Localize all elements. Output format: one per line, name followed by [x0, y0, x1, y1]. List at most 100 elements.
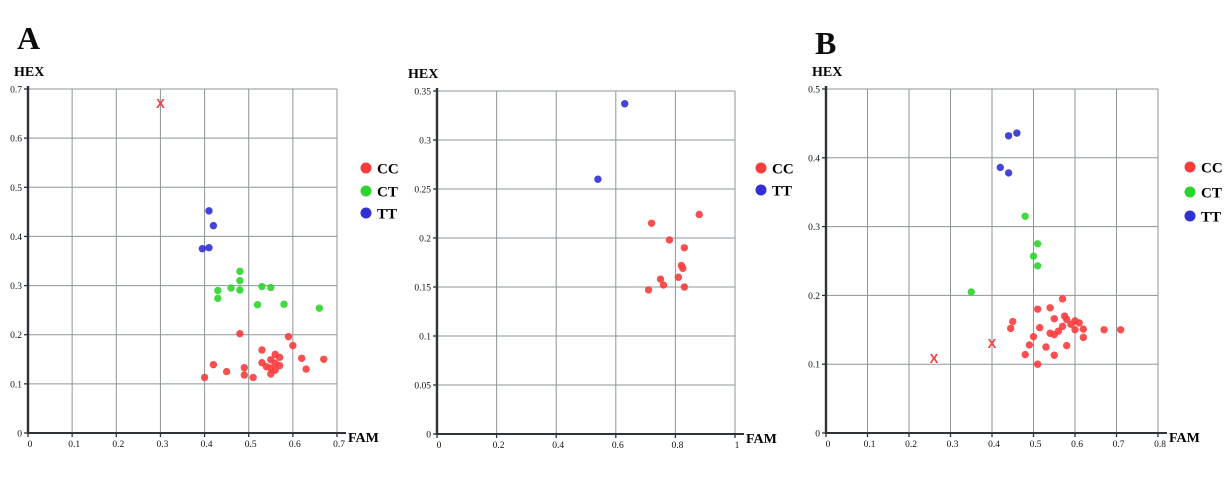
data-point-CC	[1050, 351, 1058, 359]
series-undetermined: X	[156, 96, 165, 111]
data-point-CC	[240, 363, 248, 372]
gridlines	[27, 88, 338, 434]
data-point-CC	[1100, 326, 1108, 334]
data-point-TT	[1004, 132, 1013, 140]
y-tick-label: 0.35	[414, 88, 431, 98]
data-point-CC	[1006, 324, 1015, 333]
data-point-CC	[1075, 319, 1083, 327]
tick-labels: 0 0.1 0.2 0.3 0.4 0.5 0.6 0.7 0.8 0 0.1 0.2 0.3 0.4 0.…	[808, 86, 1166, 451]
legend-item-TT: TT	[755, 184, 792, 200]
data-point-CC	[297, 354, 306, 363]
legend-item-CC: CC	[755, 162, 794, 178]
y-tick-label: 0.7	[10, 86, 22, 96]
series-CT	[967, 212, 1042, 296]
x-tick-label: 0.7	[1113, 440, 1125, 450]
data-point-TT	[1013, 129, 1021, 137]
data-point-CC	[1079, 325, 1088, 333]
x-tick-label: 0	[826, 440, 831, 450]
data-point-CC	[665, 236, 674, 244]
series-CC	[200, 330, 328, 382]
data-point-CC	[1009, 317, 1017, 326]
data-point-CT	[1029, 252, 1038, 260]
data-point-CT	[1033, 262, 1042, 270]
x-tick-label: 0.1	[864, 440, 876, 450]
x-tick-label: 0.5	[245, 440, 257, 450]
gridlines	[436, 90, 736, 435]
y-axis-title: HEX	[14, 65, 44, 80]
x-tick-label: 0	[437, 441, 442, 451]
data-point-CC	[236, 330, 244, 338]
series-CC	[644, 210, 703, 294]
legend-item-CT: CT	[1184, 186, 1222, 202]
y-tick-label: 0.25	[414, 186, 431, 196]
y-tick-label: 0.5	[808, 86, 820, 96]
data-point-CT	[1021, 212, 1029, 220]
data-point-CC	[275, 353, 284, 362]
data-point-CC	[674, 273, 683, 281]
x-tick-label: 0	[28, 440, 33, 450]
x-tick-label: 0.4	[988, 440, 1000, 450]
x-tick-label: 0.7	[333, 440, 345, 450]
panel-a: 0 0.1 0.2 0.3 0.4 0.5 0.6 0.7 0 0.1 0.2 0.3 0.4 0.5 0.…	[10, 65, 399, 450]
legend: CC TT	[755, 162, 794, 200]
legend-label: TT	[1201, 210, 1221, 226]
data-point-CC	[644, 286, 653, 294]
x-tick-label: 0.6	[1071, 440, 1083, 450]
legend-label: TT	[772, 184, 792, 200]
data-point-CC	[289, 341, 297, 350]
x-tick-label: 1	[735, 441, 740, 451]
legend-label: CT	[1201, 186, 1222, 202]
legend-marker-icon	[1184, 186, 1196, 198]
x-tick-label: 0.6	[612, 441, 624, 451]
data-point-TT	[205, 244, 213, 252]
y-tick-label: 0.4	[10, 233, 22, 243]
data-point-TT	[594, 175, 602, 183]
series-TT	[996, 129, 1021, 177]
data-point-CC	[1058, 322, 1067, 331]
undetermined-x-marker: X	[156, 96, 165, 111]
tick-labels: 0 0.2 0.4 0.6 0.8 1 0 0.05 0.1 0.15 0.2 0.25 0.3 0.35	[414, 88, 739, 452]
series-TT	[594, 100, 629, 183]
legend-marker-icon	[1184, 161, 1196, 173]
legend-marker-icon	[755, 162, 767, 174]
data-point-CC	[1071, 326, 1079, 334]
data-point-CC	[1036, 324, 1044, 332]
legend-item-TT: TT	[360, 207, 397, 223]
series-undetermined: XX	[930, 336, 997, 366]
x-tick-label: 0.3	[947, 440, 959, 450]
data-point-CC	[209, 360, 218, 369]
panel-a-label: A	[17, 20, 41, 56]
data-point-CC	[249, 373, 257, 382]
legend-label: CC	[377, 162, 399, 178]
series-CC	[1006, 295, 1125, 368]
data-point-CT	[267, 283, 275, 292]
data-point-CC	[679, 264, 687, 273]
legend-label: CC	[772, 162, 794, 178]
data-point-CT	[236, 276, 244, 285]
data-point-CC	[1042, 343, 1050, 351]
data-point-CC	[1046, 304, 1054, 312]
data-point-CT	[253, 301, 262, 309]
legend: CC CT TT	[1184, 161, 1223, 226]
legend-label: CT	[377, 185, 398, 201]
data-point-CT	[967, 288, 975, 296]
panel-b-label: B	[815, 25, 837, 61]
data-point-CC	[1025, 341, 1034, 349]
data-point-CC	[695, 210, 703, 219]
data-point-CC	[680, 244, 689, 252]
x-axis-title: FAM	[348, 431, 379, 446]
panel-b: 0 0.1 0.2 0.3 0.4 0.5 0.6 0.7 0.8 0 0.1 0.2 0.3 0.4 0.…	[808, 65, 1223, 450]
data-point-TT	[209, 221, 218, 230]
x-tick-label: 0.8	[671, 441, 683, 451]
x-tick-label: 0.1	[68, 440, 80, 450]
legend: CC CT TT	[360, 162, 399, 223]
y-tick-label: 0	[426, 431, 431, 441]
data-point-CT	[214, 286, 222, 295]
legend-marker-icon	[360, 185, 372, 197]
data-point-CC	[1063, 341, 1071, 350]
series-CT	[214, 267, 324, 312]
data-point-CT	[236, 286, 244, 294]
x-tick-label: 0.4	[201, 440, 213, 450]
data-point-CC	[284, 332, 293, 341]
